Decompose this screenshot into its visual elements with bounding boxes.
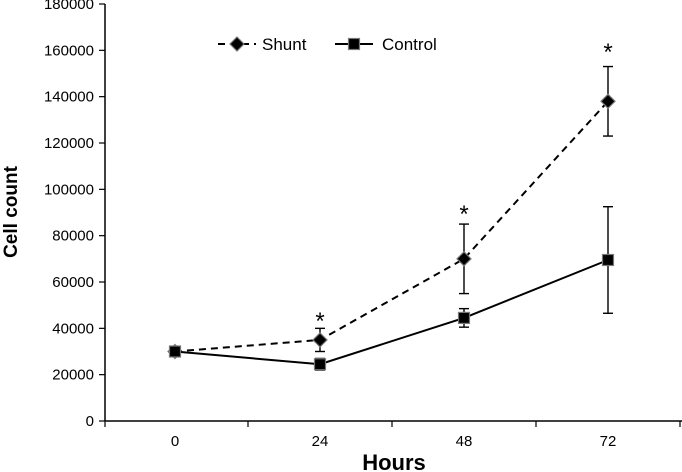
y-tick-labels: 0 20000 40000 60000 80000 100000 120000 140000 1… bbox=[44, 0, 94, 430]
legend-label-shunt: Shunt bbox=[262, 35, 307, 54]
x-tick-label: 24 bbox=[312, 433, 329, 450]
y-tick-label: 20000 bbox=[52, 367, 94, 384]
series-layer bbox=[167, 65, 616, 371]
series-line-control bbox=[174, 259, 609, 366]
legend-marker-control bbox=[347, 37, 361, 51]
significance-annotations: * * * bbox=[315, 39, 612, 335]
y-tick-label: 180000 bbox=[44, 0, 94, 13]
data-point-control bbox=[168, 345, 182, 358]
data-point-control bbox=[457, 311, 471, 325]
y-tick-label: 60000 bbox=[52, 274, 94, 291]
x-tick-labels: 0 24 48 72 bbox=[171, 433, 617, 450]
legend-marker-shunt bbox=[229, 36, 245, 52]
data-point-control bbox=[601, 253, 615, 267]
significance-asterisk: * bbox=[603, 39, 612, 66]
x-tick-label: 48 bbox=[456, 433, 473, 450]
series-shunt bbox=[167, 65, 616, 360]
data-point-control bbox=[313, 358, 327, 371]
significance-asterisk: * bbox=[459, 201, 468, 228]
legend-label-control: Control bbox=[382, 35, 437, 54]
legend: Shunt Control bbox=[218, 35, 437, 54]
y-tick-label: 40000 bbox=[52, 320, 94, 337]
chart-axes bbox=[99, 3, 682, 427]
data-point-shunt bbox=[312, 332, 328, 348]
series-control bbox=[168, 206, 615, 371]
y-tick-label: 120000 bbox=[44, 135, 94, 152]
y-tick-label: 160000 bbox=[44, 42, 94, 59]
y-tick-label: 0 bbox=[86, 413, 94, 430]
data-point-shunt bbox=[456, 250, 472, 267]
significance-asterisk: * bbox=[315, 308, 324, 335]
y-tick-label: 80000 bbox=[52, 228, 94, 245]
x-tick-label: 0 bbox=[171, 433, 179, 450]
y-tick-label: 100000 bbox=[44, 181, 94, 198]
y-axis-label: Cell count bbox=[1, 165, 22, 258]
data-point-shunt bbox=[600, 93, 616, 110]
x-axis-label: Hours bbox=[362, 450, 426, 472]
y-tick-label: 140000 bbox=[44, 89, 94, 106]
series-line-shunt bbox=[174, 100, 609, 353]
x-tick-label: 72 bbox=[600, 433, 617, 450]
